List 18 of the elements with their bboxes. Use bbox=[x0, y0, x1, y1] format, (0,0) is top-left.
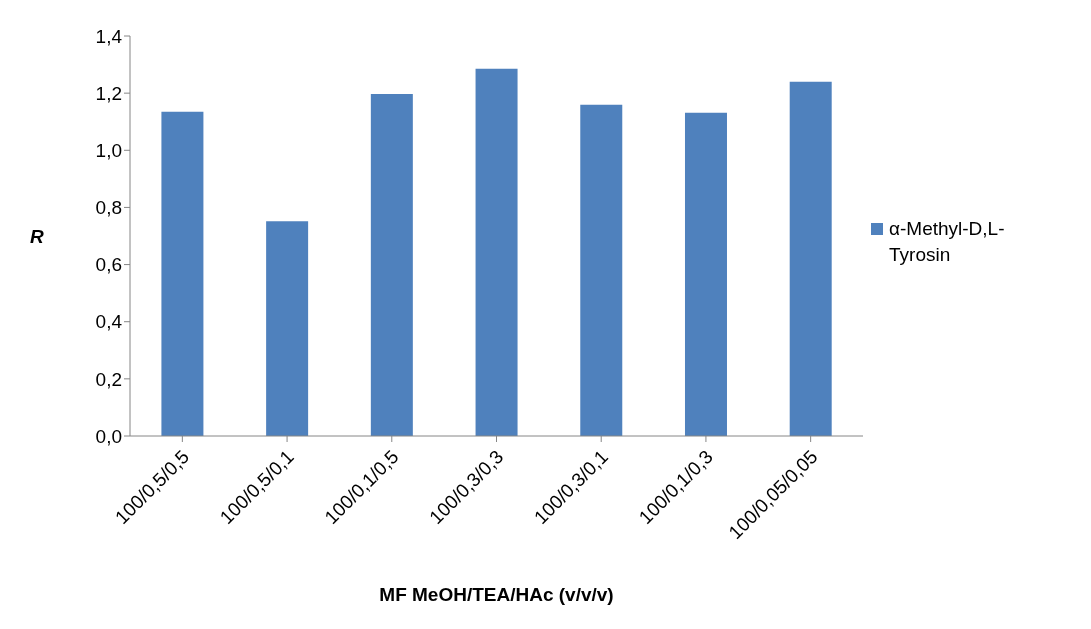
bar bbox=[266, 221, 309, 436]
bar bbox=[161, 111, 204, 436]
y-tick-label: 0,2 bbox=[95, 368, 122, 390]
bar bbox=[580, 104, 623, 436]
y-tick-label: 0,8 bbox=[95, 197, 122, 219]
bar bbox=[684, 112, 727, 436]
legend-label: α-Methyl-D,L-Tyrosin bbox=[889, 217, 1006, 267]
bar bbox=[370, 94, 413, 436]
y-tick-label: 1,4 bbox=[95, 25, 123, 47]
y-tick-label: 0,4 bbox=[95, 311, 123, 333]
x-axis-title: MF MeOH/TEA/HAc (v/v/v) bbox=[379, 584, 614, 605]
y-tick-label: 0,0 bbox=[95, 425, 122, 447]
y-tick-label: 0,6 bbox=[95, 254, 122, 276]
y-tick-label: 1,2 bbox=[95, 82, 122, 104]
y-axis-title: R bbox=[30, 225, 44, 247]
bar bbox=[475, 68, 518, 436]
y-tick-label: 1,0 bbox=[95, 140, 122, 162]
bar bbox=[789, 81, 832, 436]
